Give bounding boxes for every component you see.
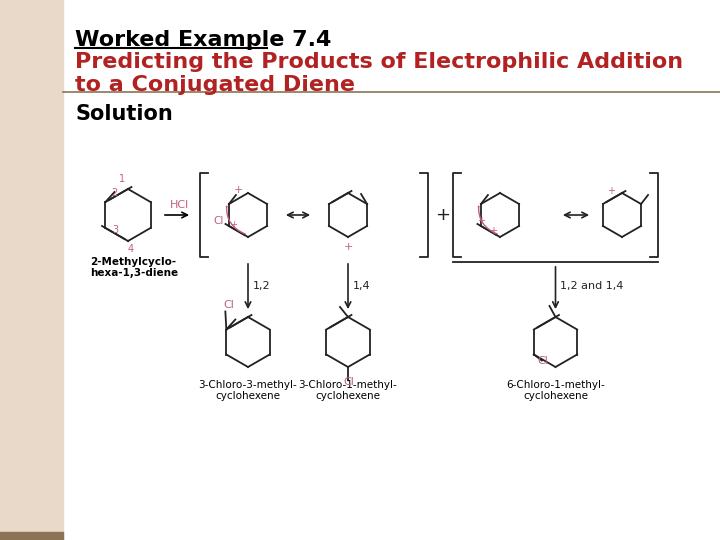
Bar (0, 0, 63, 540)
Text: Cl: Cl (343, 377, 354, 387)
Text: Predicting the Products of Electrophilic Addition: Predicting the Products of Electrophilic… (76, 52, 683, 72)
Text: +: + (344, 242, 354, 252)
Text: 1,4: 1,4 (353, 281, 371, 291)
Text: Worked Example 7.4: Worked Example 7.4 (76, 30, 332, 50)
Text: +: + (489, 226, 497, 236)
FancyArrowPatch shape (478, 206, 498, 234)
Text: 1,2 and 1,4: 1,2 and 1,4 (560, 281, 624, 292)
Text: 3-Chloro-3-methyl-: 3-Chloro-3-methyl- (199, 380, 297, 390)
Text: 3: 3 (112, 225, 119, 235)
Bar (0, 532, 63, 540)
Text: 3-Chloro-1-methyl-: 3-Chloro-1-methyl- (299, 380, 397, 390)
Text: cyclohexene: cyclohexene (315, 391, 380, 401)
Text: +: + (230, 220, 237, 229)
Text: +: + (477, 216, 485, 226)
Text: +: + (435, 206, 450, 224)
Text: +: + (234, 185, 243, 195)
FancyArrowPatch shape (226, 206, 246, 234)
Text: cyclohexene: cyclohexene (215, 391, 281, 401)
Text: cyclohexene: cyclohexene (523, 391, 588, 401)
Text: 1: 1 (119, 174, 125, 184)
Text: HCl: HCl (170, 200, 189, 210)
Text: Cl: Cl (538, 356, 549, 367)
Text: 6-Chloro-1-methyl-: 6-Chloro-1-methyl- (506, 380, 605, 390)
Text: 1,2: 1,2 (253, 281, 271, 291)
Text: 2-Methylcyclo-: 2-Methylcyclo- (90, 257, 176, 267)
Text: hexa-1,3-diene: hexa-1,3-diene (90, 268, 178, 278)
Text: 4: 4 (128, 244, 134, 254)
Text: to a Conjugated Diene: to a Conjugated Diene (76, 75, 356, 95)
Text: Solution: Solution (76, 104, 173, 124)
Text: Cl: Cl (223, 300, 234, 309)
Text: 2: 2 (112, 188, 118, 198)
Text: +: + (607, 186, 615, 196)
Text: Cl: Cl (213, 216, 223, 226)
